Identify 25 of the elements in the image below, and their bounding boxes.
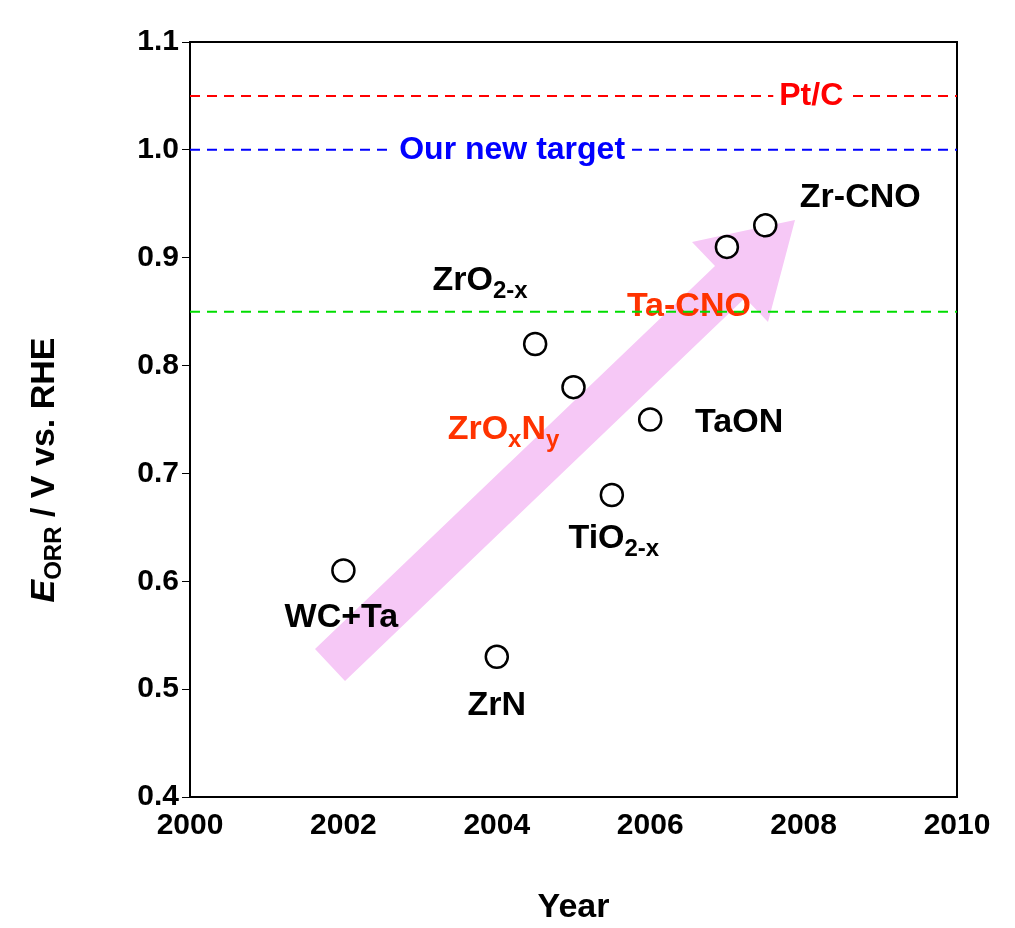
x-axis-title: Year [537, 885, 610, 924]
point [753, 213, 778, 238]
x-tick-label: 2010 [923, 807, 991, 841]
y-tick-label: 0.9 [137, 238, 179, 272]
annotation: ZrN [467, 683, 527, 722]
ref-line-label: Pt/C [779, 75, 844, 112]
ref-line-label: Our new target [399, 129, 626, 166]
annotation: TiO$_{2-x}$ [568, 516, 660, 561]
annotation: TaON [695, 400, 784, 439]
annotation: Ta-CNO [626, 284, 751, 323]
y-tick-label: 0.7 [137, 454, 179, 488]
y-tick-label: 1.0 [137, 131, 179, 165]
x-tick-label: 2008 [770, 807, 837, 841]
y-tick-label: 0.5 [137, 670, 179, 704]
point [714, 234, 740, 260]
y-tick-label: 1.1 [137, 23, 179, 57]
y-tick-label: 0.8 [137, 346, 179, 380]
x-tick-label: 2006 [616, 807, 684, 841]
annotation: WC+Ta [284, 595, 399, 634]
annotation: ZrO$_{x}$N$_{y}$ [447, 407, 560, 452]
annotation: Zr-CNO [799, 176, 921, 215]
x-tick-label: 2002 [310, 807, 377, 841]
annotation: ZrO$_{2-x}$ [432, 258, 528, 303]
x-tick-label: 2004 [463, 807, 531, 841]
y-tick-label: 0.6 [137, 562, 179, 596]
